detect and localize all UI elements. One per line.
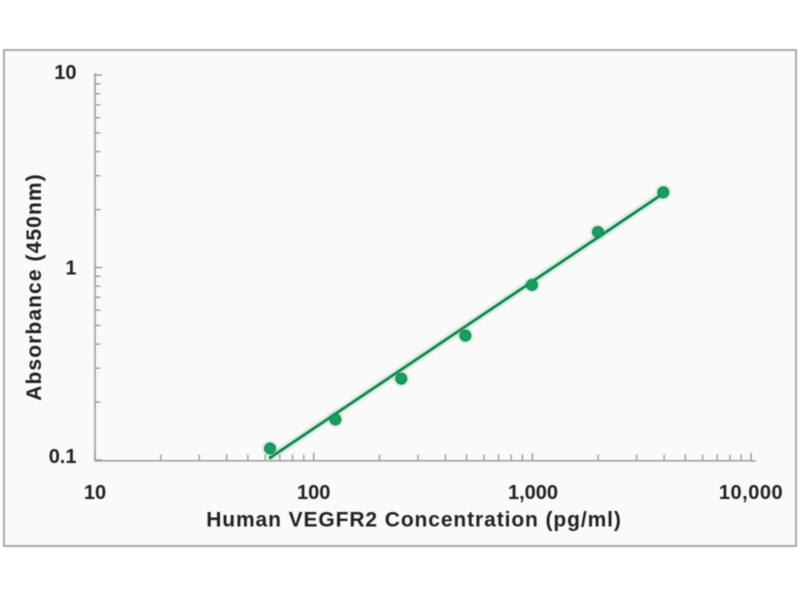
svg-text:0.1: 0.1 — [49, 446, 77, 468]
svg-text:Absorbance (450nm): Absorbance (450nm) — [23, 173, 46, 401]
svg-text:1,000: 1,000 — [508, 482, 558, 504]
svg-text:10: 10 — [84, 482, 106, 504]
svg-text:100: 100 — [297, 482, 330, 504]
svg-text:10: 10 — [54, 62, 76, 84]
svg-text:10,000: 10,000 — [719, 482, 783, 504]
svg-text:Human VEGFR2 Concentration (pg: Human VEGFR2 Concentration (pg/ml) — [206, 509, 622, 532]
svg-text:1: 1 — [65, 258, 76, 280]
